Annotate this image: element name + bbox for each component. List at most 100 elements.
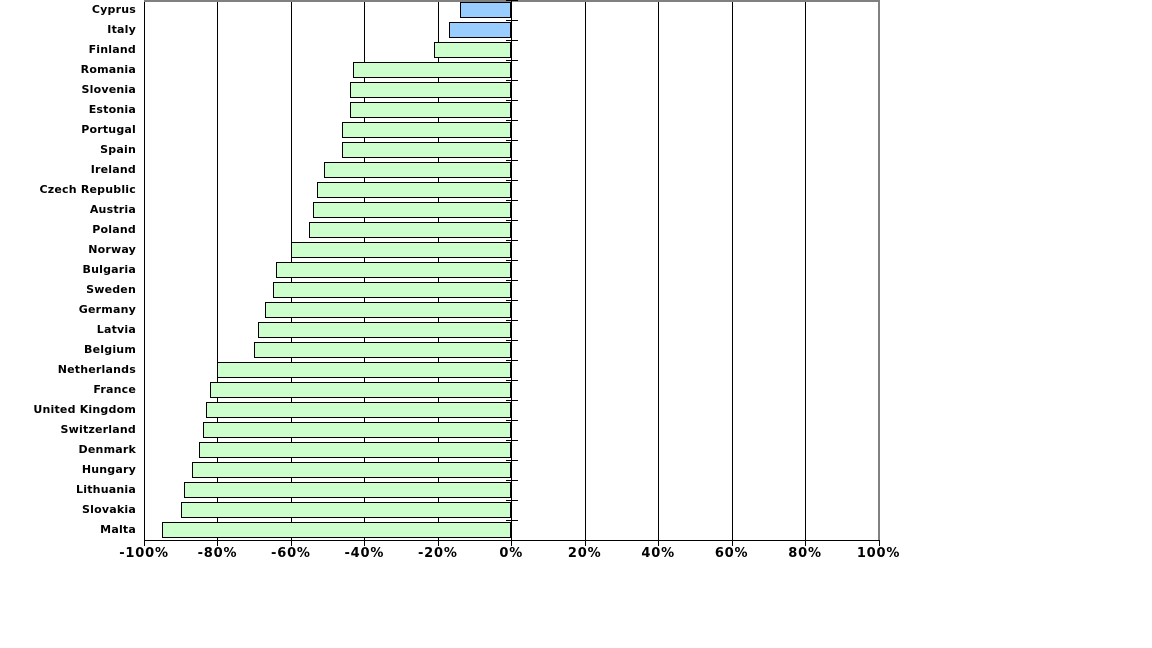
bar-romania [353,62,512,78]
category-tick [506,200,519,201]
category-tick [506,300,519,301]
x-axis-tick-label: -80% [197,546,238,561]
x-axis-tick-label: 40% [641,546,675,561]
bar-sweden [272,282,512,298]
category-tick [506,280,519,281]
vertical-gridline [217,0,219,540]
x-axis-tick-label: 80% [788,546,822,561]
category-label: Switzerland [60,423,136,436]
bar-france [210,382,512,398]
category-tick [506,140,519,141]
category-label: Bulgaria [82,263,136,276]
bar-bulgaria [276,262,512,278]
bar-switzerland [202,422,512,438]
category-label: Portugal [81,123,136,136]
bar-norway [290,242,512,258]
x-axis-tick-label: -20% [417,546,458,561]
category-tick [506,60,519,61]
x-axis-tick-label: 100% [856,546,901,561]
bar-estonia [349,102,512,118]
bar-slovenia [349,82,512,98]
category-label: Belgium [84,343,136,356]
bar-germany [265,302,512,318]
category-tick [506,360,519,361]
bar-latvia [257,322,512,338]
x-axis-tick [364,540,366,546]
category-label: Austria [89,203,136,216]
bar-finland [434,42,512,58]
x-axis-tick-label: 0% [499,546,524,561]
category-label: Cyprus [91,3,136,16]
category-tick [506,0,519,1]
category-tick [506,160,519,161]
x-axis-tick-label: 20% [567,546,602,561]
plot-left-border [144,0,145,540]
category-label: France [93,383,136,396]
x-axis-tick-label: 60% [714,546,749,561]
bar-czech-republic [316,182,512,198]
bar-netherlands [217,362,512,378]
category-tick [506,380,519,381]
category-tick [506,100,519,101]
category-tick [506,240,519,241]
bar-ireland [323,162,512,178]
bar-spain [342,142,512,158]
bar-belgium [254,342,512,358]
category-tick [506,320,519,321]
category-tick [506,460,519,461]
category-tick [506,340,519,341]
category-tick [506,520,519,521]
category-label: Czech Republic [39,183,136,196]
category-label: Estonia [88,103,136,116]
x-axis-tick-label: -40% [344,546,385,561]
category-label: Romania [80,63,136,76]
category-tick [506,440,519,441]
category-tick [506,220,519,221]
x-axis-tick [805,540,807,546]
category-label: Malta [100,523,136,536]
category-tick [506,40,519,41]
x-axis-tick [731,540,733,546]
category-label: Denmark [78,443,136,456]
x-axis-tick [144,540,145,546]
zero-axis-line [511,0,513,540]
x-axis-tick [878,540,880,546]
category-label: Finland [88,43,136,56]
category-tick [506,80,519,81]
category-label: Spain [100,143,136,156]
bar-hungary [191,462,512,478]
vertical-gridline [584,0,586,540]
bar-slovakia [180,502,512,518]
category-label: Germany [78,303,136,316]
x-axis-tick [511,540,513,546]
bar-lithuania [184,482,512,498]
category-label: Latvia [96,323,136,336]
category-label: Lithuania [76,483,136,496]
bar-cyprus [459,2,512,18]
category-label: Slovenia [81,83,136,96]
bar-austria [312,202,512,218]
category-label: Slovakia [82,503,136,516]
category-tick [506,260,519,261]
category-tick [506,20,519,21]
x-axis-tick [658,540,660,546]
bar-italy [448,22,512,38]
category-label: Italy [107,23,136,36]
plot-right-border [877,0,880,540]
vertical-gridline [805,0,807,540]
category-label: Poland [92,223,136,236]
bar-portugal [342,122,512,138]
category-tick [506,420,519,421]
category-label: Norway [88,243,136,256]
bar-poland [309,222,512,238]
x-axis-tick [217,540,219,546]
bar-denmark [199,442,512,458]
category-tick [506,480,519,481]
x-axis-tick [290,540,292,546]
vertical-gridline [731,0,733,540]
category-label: Ireland [90,163,136,176]
category-label: United Kingdom [33,403,136,416]
